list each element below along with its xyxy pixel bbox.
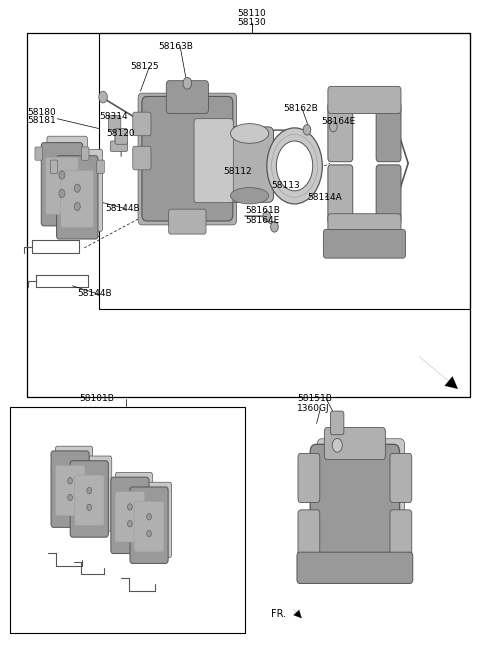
Ellipse shape [230, 124, 269, 143]
Text: 58163B: 58163B [158, 42, 193, 51]
Text: 58144B: 58144B [105, 204, 140, 213]
Bar [99, 34, 470, 309]
Circle shape [74, 184, 80, 193]
Circle shape [263, 211, 271, 221]
FancyBboxPatch shape [57, 156, 98, 239]
FancyBboxPatch shape [62, 149, 103, 231]
FancyBboxPatch shape [133, 147, 151, 170]
Text: 58110: 58110 [238, 9, 266, 18]
FancyBboxPatch shape [97, 160, 104, 173]
Text: 58180: 58180 [27, 108, 56, 117]
Text: 58112: 58112 [223, 167, 252, 175]
FancyBboxPatch shape [166, 81, 208, 114]
FancyBboxPatch shape [133, 112, 151, 136]
Text: 58114A: 58114A [307, 193, 342, 202]
Circle shape [332, 438, 342, 452]
Circle shape [329, 122, 337, 132]
FancyBboxPatch shape [134, 482, 171, 557]
FancyBboxPatch shape [46, 157, 79, 214]
Circle shape [99, 91, 108, 103]
FancyBboxPatch shape [328, 165, 353, 224]
FancyBboxPatch shape [115, 491, 145, 542]
Text: 58314: 58314 [99, 112, 127, 122]
FancyBboxPatch shape [110, 141, 128, 152]
FancyBboxPatch shape [35, 147, 42, 160]
Circle shape [59, 189, 65, 198]
FancyBboxPatch shape [298, 453, 320, 503]
FancyBboxPatch shape [111, 477, 149, 554]
FancyBboxPatch shape [47, 136, 87, 218]
FancyBboxPatch shape [60, 170, 94, 227]
FancyBboxPatch shape [328, 102, 353, 162]
Circle shape [87, 487, 92, 494]
Circle shape [271, 221, 278, 232]
Text: FR.: FR. [271, 608, 286, 619]
Circle shape [267, 128, 323, 204]
FancyBboxPatch shape [310, 444, 399, 567]
FancyBboxPatch shape [330, 411, 344, 435]
FancyBboxPatch shape [130, 487, 168, 564]
Text: 58120: 58120 [106, 129, 134, 138]
FancyBboxPatch shape [376, 102, 401, 162]
FancyBboxPatch shape [115, 472, 153, 547]
Text: 58161B: 58161B [245, 206, 280, 215]
FancyBboxPatch shape [298, 510, 320, 559]
FancyBboxPatch shape [324, 229, 406, 258]
FancyBboxPatch shape [82, 147, 89, 160]
FancyBboxPatch shape [50, 160, 58, 173]
Bar [27, 34, 470, 397]
Text: 58130: 58130 [238, 18, 266, 28]
FancyBboxPatch shape [134, 501, 164, 552]
Text: 58162B: 58162B [283, 104, 318, 114]
Text: 58113: 58113 [271, 181, 300, 190]
FancyBboxPatch shape [70, 461, 108, 537]
FancyBboxPatch shape [142, 97, 233, 221]
Circle shape [128, 504, 132, 510]
Circle shape [74, 202, 80, 211]
Text: 58151B: 58151B [298, 394, 332, 403]
FancyBboxPatch shape [376, 165, 401, 224]
FancyBboxPatch shape [74, 456, 112, 531]
FancyBboxPatch shape [297, 552, 413, 583]
Circle shape [147, 514, 151, 520]
FancyBboxPatch shape [390, 510, 412, 559]
Circle shape [147, 530, 151, 537]
FancyBboxPatch shape [317, 439, 405, 558]
Circle shape [128, 520, 132, 527]
Text: 58164E: 58164E [245, 216, 279, 225]
Circle shape [68, 494, 72, 501]
Circle shape [87, 504, 92, 510]
Circle shape [68, 478, 72, 484]
FancyBboxPatch shape [115, 129, 128, 145]
FancyBboxPatch shape [138, 93, 237, 225]
FancyBboxPatch shape [168, 209, 206, 234]
FancyBboxPatch shape [51, 451, 89, 528]
Text: 58125: 58125 [130, 62, 158, 71]
Circle shape [276, 141, 313, 191]
Text: 58144B: 58144B [77, 289, 112, 298]
FancyBboxPatch shape [55, 446, 93, 521]
FancyBboxPatch shape [74, 475, 104, 526]
Text: 58101B: 58101B [79, 394, 114, 403]
FancyBboxPatch shape [194, 119, 233, 202]
FancyBboxPatch shape [41, 143, 83, 226]
Text: 58181: 58181 [27, 116, 56, 125]
Circle shape [183, 78, 192, 89]
FancyBboxPatch shape [328, 214, 401, 241]
FancyBboxPatch shape [55, 465, 85, 516]
FancyBboxPatch shape [324, 428, 385, 459]
Ellipse shape [230, 187, 269, 204]
Text: 58164E: 58164E [322, 118, 356, 127]
Circle shape [303, 125, 311, 135]
FancyBboxPatch shape [226, 127, 274, 202]
FancyBboxPatch shape [108, 116, 121, 131]
Circle shape [59, 171, 65, 179]
FancyBboxPatch shape [390, 453, 412, 503]
Text: 1360GJ: 1360GJ [298, 404, 330, 413]
FancyBboxPatch shape [328, 86, 401, 114]
Bar [10, 407, 245, 633]
